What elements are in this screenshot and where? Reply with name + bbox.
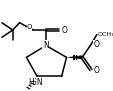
Text: O: O xyxy=(93,66,98,75)
Text: O: O xyxy=(61,26,66,34)
Polygon shape xyxy=(66,55,81,59)
Text: O: O xyxy=(27,24,32,30)
Text: O: O xyxy=(93,40,98,49)
Text: OCH₃: OCH₃ xyxy=(97,32,113,37)
Text: N: N xyxy=(43,41,48,50)
Text: H₂N: H₂N xyxy=(28,78,43,87)
